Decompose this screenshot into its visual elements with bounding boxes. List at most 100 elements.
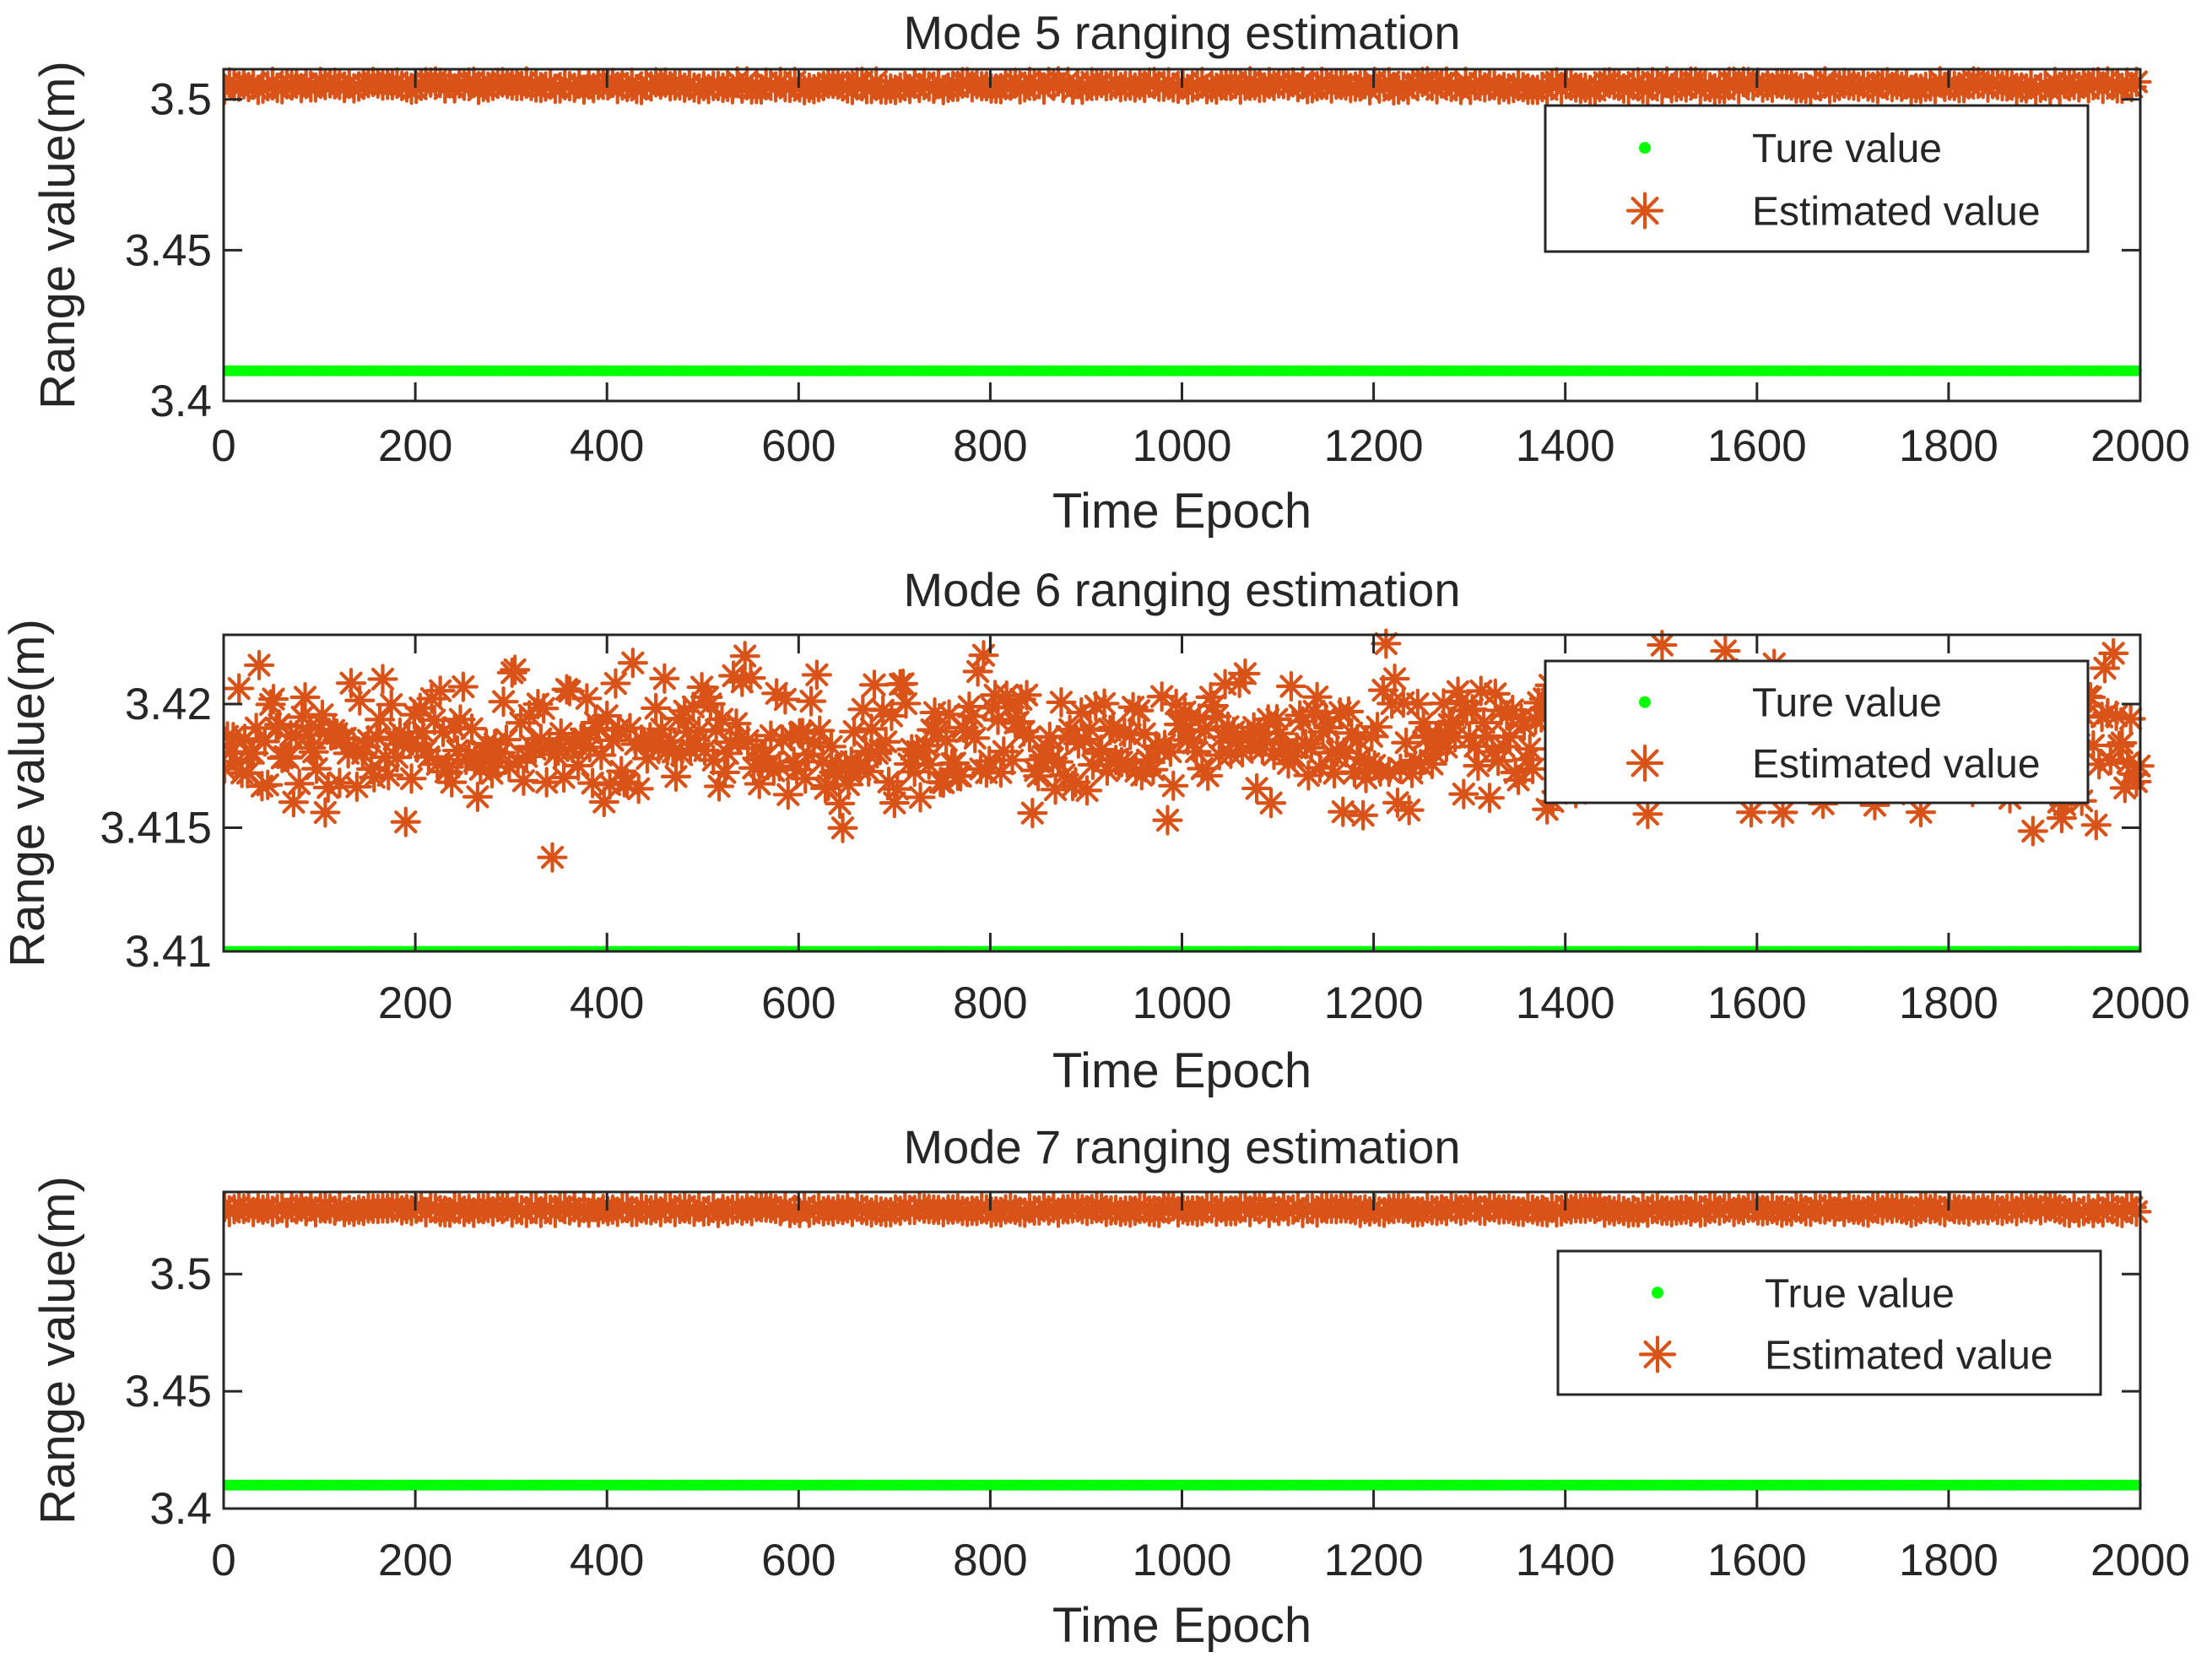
true-value-series [224, 365, 2142, 377]
chart-title: Mode 5 ranging estimation [904, 6, 1461, 59]
estimated-value-point [1313, 712, 1344, 744]
estimated-value-point [801, 659, 832, 691]
asterisk-stroke [566, 754, 590, 777]
asterisk-stroke [863, 673, 886, 696]
asterisk-stroke [1101, 716, 1125, 739]
asterisk-stroke [1150, 685, 1174, 708]
asterisk-stroke [808, 718, 831, 743]
y-axis-label: Range value(m) [30, 61, 85, 409]
asterisk-stroke [1245, 777, 1268, 800]
estimated-value-point [1193, 760, 1224, 792]
asterisk-stroke [1127, 699, 1151, 723]
asterisk-stroke [262, 687, 285, 711]
estimated-value-point [887, 668, 919, 700]
estimated-value-point [278, 787, 309, 818]
asterisk-stroke [1279, 674, 1303, 698]
x-tick-label: 400 [570, 421, 644, 471]
asterisk-stroke [575, 686, 598, 710]
asterisk-stroke [247, 653, 271, 677]
asterisk-stroke [348, 689, 371, 712]
asterisk-stroke [828, 792, 852, 815]
estimated-value-point [1123, 695, 1155, 726]
asterisk-stroke [1204, 705, 1228, 729]
y-tick-label: 3.5 [149, 75, 212, 125]
estimated-value-point [241, 712, 272, 744]
estimated-value-point [956, 701, 987, 732]
estimated-value-point [312, 772, 343, 803]
estimated-value-point [2121, 66, 2152, 98]
asterisk-stroke [244, 716, 268, 740]
asterisk-stroke [376, 763, 400, 787]
asterisk-stroke [1078, 717, 1102, 741]
asterisk-stroke [621, 651, 645, 674]
asterisk-stroke [1302, 700, 1326, 723]
asterisk-stroke [733, 644, 757, 668]
asterisk-stroke [615, 772, 639, 795]
estimated-value-point [592, 700, 623, 732]
estimated-value-point [364, 704, 396, 735]
asterisk-stroke [759, 723, 782, 748]
asterisk-stroke [345, 775, 369, 799]
asterisk-stroke [891, 672, 915, 696]
asterisk-stroke [276, 745, 300, 770]
legend: Ture value Estimated value [1544, 104, 2090, 253]
estimated-value-point [623, 773, 654, 804]
estimated-value-point [490, 724, 522, 756]
estimated-value-point [528, 693, 560, 724]
estimated-value-point [960, 723, 991, 754]
estimated-value-point [905, 782, 936, 813]
legend-box [1544, 104, 2090, 253]
estimated-value-point [549, 761, 580, 794]
x-tick-label: 800 [953, 421, 1027, 471]
estimated-value-point [252, 769, 284, 800]
estimated-value-point [1230, 658, 1261, 690]
estimated-value-point [770, 684, 801, 715]
estimated-value-point [1224, 667, 1255, 699]
asterisk-stroke [1155, 809, 1180, 832]
asterisk-stroke [1317, 716, 1340, 739]
estimated-value-point [447, 671, 479, 702]
asterisk-stroke [894, 691, 918, 716]
asterisk-stroke [799, 690, 823, 713]
asterisk-stroke [957, 695, 982, 718]
asterisk-stroke [1000, 748, 1025, 772]
asterisk-stroke [963, 726, 987, 750]
asterisk-stroke [934, 729, 958, 752]
asterisk-stroke [713, 761, 737, 784]
estimated-value-point [462, 781, 494, 812]
asterisk-stroke [452, 674, 475, 699]
asterisk-stroke [448, 707, 473, 731]
x-tick-label: 1600 [1707, 421, 1807, 471]
asterisk-stroke [368, 707, 392, 732]
asterisk-stroke [1092, 691, 1117, 716]
asterisk-stroke [2124, 70, 2149, 94]
asterisk-stroke [268, 712, 291, 736]
estimated-value-point [272, 742, 304, 773]
asterisk-stroke [836, 772, 860, 797]
estimated-value-point [1089, 688, 1120, 719]
estimated-value-point [804, 715, 836, 746]
asterisk-stroke [1090, 738, 1113, 761]
legend-asterisk-icon [1625, 192, 1664, 230]
asterisk-stroke [943, 751, 967, 775]
estimated-value-point [367, 664, 398, 695]
asterisk-stroke [1014, 683, 1039, 707]
asterisk-stroke [664, 765, 688, 788]
asterisk-stroke [256, 773, 279, 797]
asterisk-stroke [681, 695, 706, 719]
asterisk-stroke [773, 687, 798, 712]
estimated-value-point [344, 685, 376, 716]
estimated-value-point [827, 812, 858, 843]
asterisk-stroke [690, 675, 714, 699]
chart-panel-mode-6: 200 400 600 800 1000 1200 1400 1600 1800 20003.41… [0, 563, 2190, 1098]
asterisk-stroke [652, 667, 676, 691]
legend-dot-icon [1639, 142, 1651, 154]
legend-label-estimated: Estimated value [1752, 190, 2041, 235]
estimated-value-point [858, 669, 890, 701]
asterisk-stroke [1161, 774, 1185, 798]
asterisk-stroke [503, 658, 527, 682]
estimated-value-point [600, 668, 631, 699]
estimated-value-point [243, 649, 275, 681]
estimated-value-point [1155, 736, 1186, 767]
